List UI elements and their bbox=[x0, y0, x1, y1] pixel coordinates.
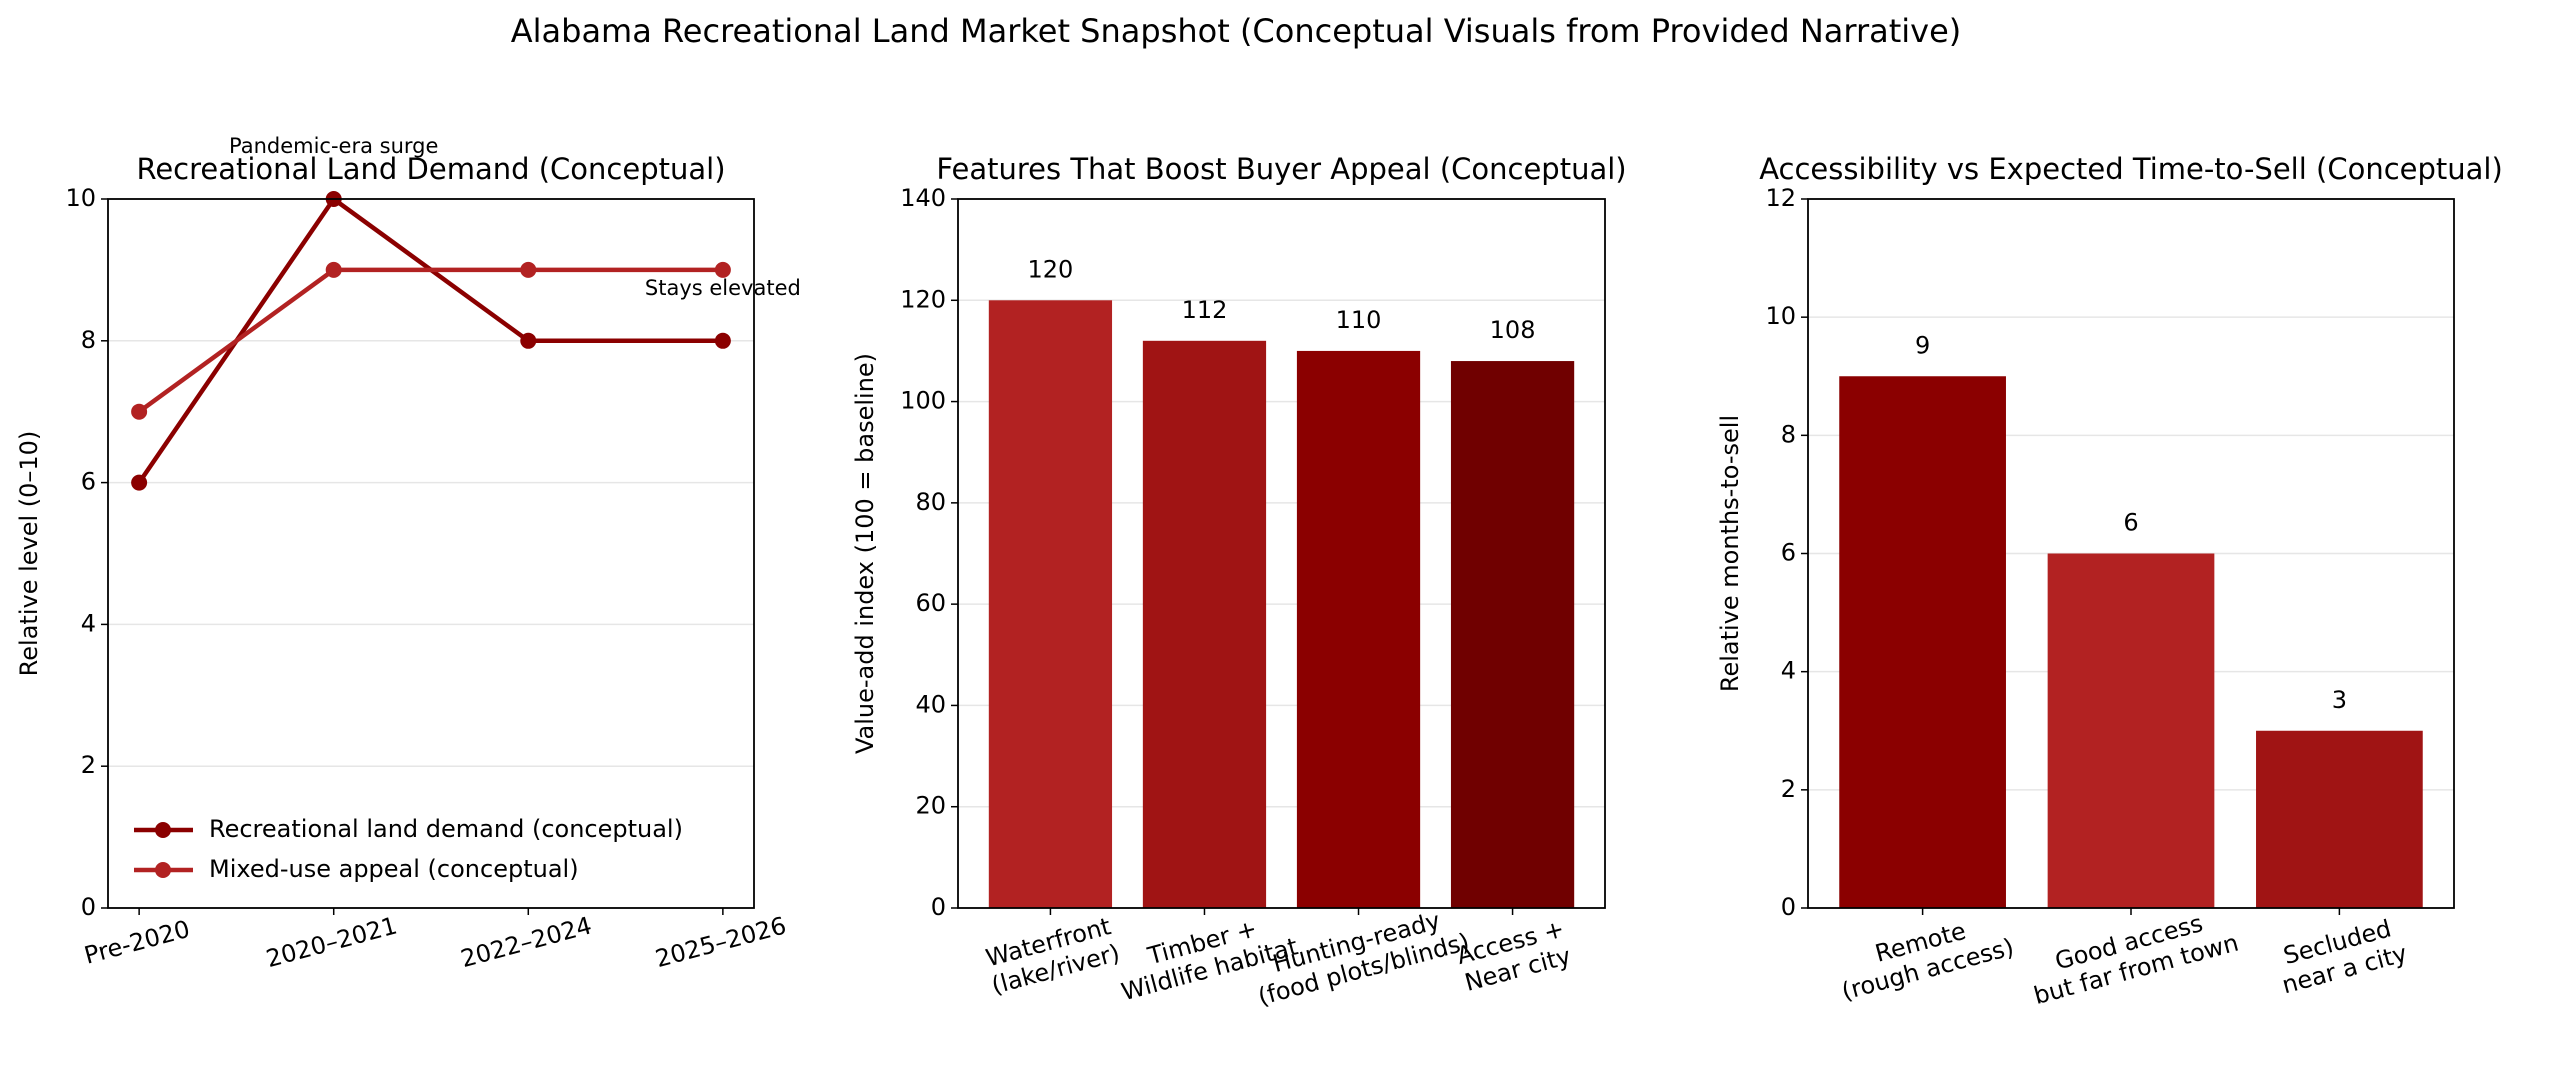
y-tick-label: 40 bbox=[915, 690, 946, 718]
chart-title: Recreational Land Demand (Conceptual) bbox=[136, 152, 725, 186]
point bbox=[131, 403, 148, 420]
figure-title: Alabama Recreational Land Market Snapsho… bbox=[511, 12, 1962, 50]
point bbox=[714, 332, 731, 349]
value-label: 110 bbox=[1336, 306, 1382, 334]
y-tick-label: 10 bbox=[1765, 302, 1796, 330]
annotation: Stays elevated bbox=[645, 276, 801, 300]
y-tick-label: 2 bbox=[1781, 775, 1796, 803]
y-tick-label: 60 bbox=[915, 589, 946, 617]
y-tick-label: 12 bbox=[1765, 184, 1796, 212]
value-label: 6 bbox=[2123, 509, 2138, 537]
point bbox=[520, 332, 537, 349]
y-tick-label: 0 bbox=[1781, 893, 1796, 921]
y-tick-label: 120 bbox=[900, 285, 946, 313]
chart-title: Features That Boost Buyer Appeal (Concep… bbox=[936, 152, 1626, 186]
bar bbox=[2047, 553, 2215, 908]
y-tick-label: 4 bbox=[81, 609, 96, 637]
y-tick-label: 0 bbox=[81, 893, 96, 921]
value-label: 120 bbox=[1028, 255, 1074, 283]
annotation: Pandemic-era surge bbox=[229, 134, 438, 158]
series-line bbox=[137, 267, 723, 414]
bar bbox=[1296, 350, 1421, 908]
value-label: 9 bbox=[1915, 331, 1930, 359]
y-tick-label: 6 bbox=[81, 468, 96, 496]
point bbox=[520, 261, 537, 278]
y-tick-label: 6 bbox=[1781, 539, 1796, 567]
chart-title: Accessibility vs Expected Time-to-Sell (… bbox=[1759, 152, 2503, 186]
bar bbox=[2256, 730, 2423, 908]
value-label: 108 bbox=[1490, 316, 1536, 344]
y-tick-label: 8 bbox=[1781, 420, 1796, 448]
y-tick-label: 100 bbox=[900, 387, 946, 415]
point bbox=[714, 261, 731, 278]
bar bbox=[1839, 376, 2006, 908]
y-tick-label: 0 bbox=[931, 893, 946, 921]
y-tick-label: 80 bbox=[915, 488, 946, 516]
y-axis-label: Relative level (0–10) bbox=[15, 431, 43, 677]
value-label: 112 bbox=[1182, 296, 1228, 324]
legend-marker bbox=[155, 862, 171, 878]
point bbox=[131, 474, 148, 491]
bar bbox=[1450, 361, 1575, 908]
legend-label: Recreational land demand (conceptual) bbox=[209, 815, 683, 843]
y-tick-label: 140 bbox=[900, 184, 946, 212]
y-tick-label: 2 bbox=[81, 751, 96, 779]
bar bbox=[988, 300, 1113, 908]
y-tick-label: 4 bbox=[1781, 657, 1796, 685]
value-label: 3 bbox=[2332, 686, 2347, 714]
axes-frame bbox=[957, 198, 1606, 909]
axes-frame bbox=[107, 198, 755, 909]
axes-frame bbox=[1807, 198, 2455, 909]
legend-marker bbox=[155, 822, 171, 838]
y-axis-label: Relative months-to-sell bbox=[1716, 415, 1744, 692]
legend-label: Mixed-use appeal (conceptual) bbox=[209, 855, 579, 883]
y-axis-label: Value-add index (100 = baseline) bbox=[851, 353, 879, 754]
bar bbox=[1142, 340, 1267, 908]
point bbox=[325, 261, 342, 278]
y-tick-label: 8 bbox=[81, 326, 96, 354]
y-tick-label: 10 bbox=[65, 184, 96, 212]
y-tick-label: 20 bbox=[915, 792, 946, 820]
